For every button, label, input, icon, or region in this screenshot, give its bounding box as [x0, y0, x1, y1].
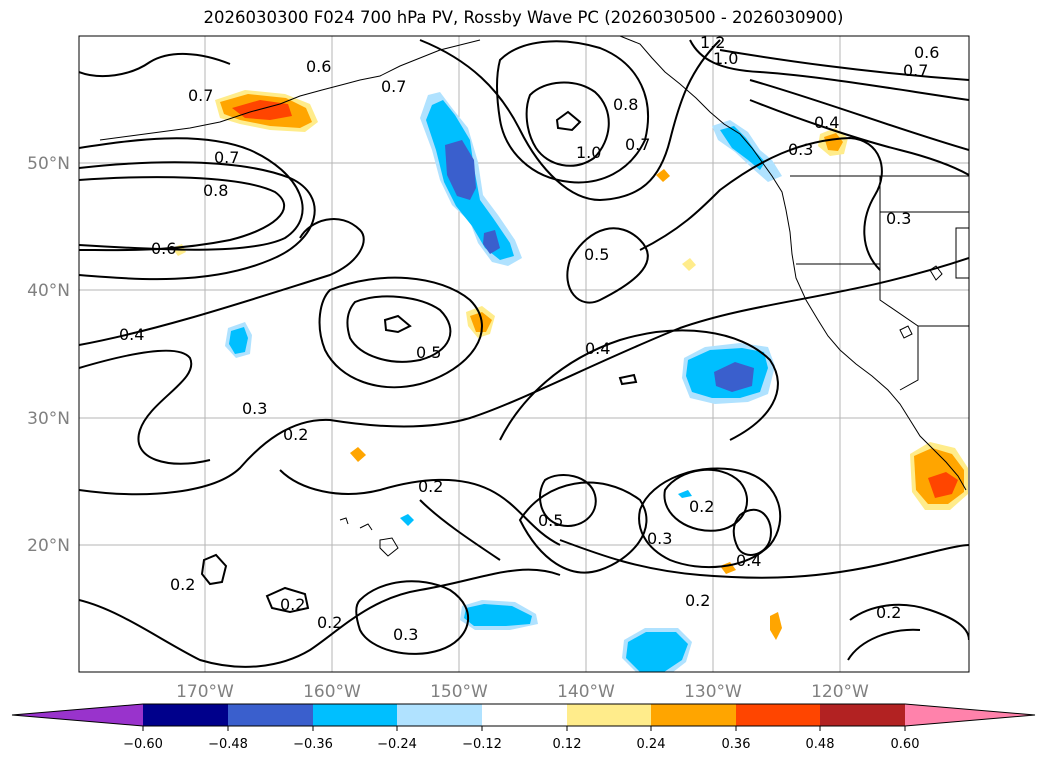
contour-label: 0.2 [418, 477, 443, 496]
contour-label: 0.7 [625, 135, 650, 154]
lat-label: 20°N [27, 536, 70, 556]
contour-label: 0.7 [188, 86, 213, 105]
contour-label: 0.4 [585, 339, 610, 358]
contour-label: 0.6 [306, 57, 331, 76]
contour-label: 0.3 [393, 625, 418, 644]
contour-label: 0.2 [685, 591, 710, 610]
colorbar-tick-label: 0.24 [637, 737, 666, 752]
contour-label: 0.2 [280, 595, 305, 614]
contour-label: 0.3 [647, 529, 672, 548]
contour-label: 0.7 [903, 61, 928, 80]
contour-label: 0.4 [814, 113, 839, 132]
colorbar-segment [143, 704, 228, 726]
map-title: 2026030300 F024 700 hPa PV, Rossby Wave … [203, 8, 844, 27]
colorbar-tick-label: −0.12 [462, 737, 502, 752]
colorbar-segment [567, 704, 651, 726]
lon-label: 160°W [303, 682, 361, 702]
contour-label: 0.5 [416, 343, 441, 362]
contour-label: 0.3 [788, 140, 813, 159]
contour-label: 0.5 [584, 245, 609, 264]
colorbar-extend-high [905, 704, 1035, 726]
colorbar-tick-label: −0.36 [293, 737, 333, 752]
lat-label: 30°N [27, 409, 70, 429]
colorbar-segment [651, 704, 736, 726]
colorbar-tick-label: 0.60 [891, 737, 920, 752]
colorbar-segment [228, 704, 313, 726]
contour-label: 1.2 [700, 33, 725, 52]
colorbar-tick-label: 0.12 [553, 737, 582, 752]
colorbar-segment [820, 704, 905, 726]
contour-label: 0.6 [151, 239, 176, 258]
lon-label: 140°W [557, 682, 615, 702]
colorbar-tick-label: 0.48 [806, 737, 835, 752]
positive-pc-shading [172, 90, 968, 640]
longitude-labels: 170°W 160°W 150°W 140°W 130°W 120°W [176, 682, 869, 702]
lon-label: 170°W [176, 682, 234, 702]
contour-label: 1.0 [576, 143, 601, 162]
contour-label: 0.3 [886, 209, 911, 228]
colorbar-tick-label: −0.24 [377, 737, 417, 752]
colorbar-segment [482, 704, 567, 726]
contour-label: 0.2 [170, 575, 195, 594]
contour-label: 0.5 [538, 511, 563, 530]
contour-label: 0.7 [214, 148, 239, 167]
colorbar-extend-low [12, 704, 143, 726]
lat-label: 40°N [27, 281, 70, 301]
lat-label: 50°N [27, 154, 70, 174]
contour-label: 0.2 [317, 613, 342, 632]
colorbar-tick-label: −0.60 [123, 737, 163, 752]
lon-label: 150°W [430, 682, 488, 702]
negative-pc-shading [225, 92, 782, 672]
contour-label: 0.3 [242, 399, 267, 418]
contour-label: 0.8 [613, 95, 638, 114]
contour-label: 0.7 [381, 77, 406, 96]
contour-label: 0.2 [689, 497, 714, 516]
contour-label: 1.0 [713, 49, 738, 68]
map-plot-area: 0.6 0.7 0.7 0.7 0.8 0.6 0.4 0.3 0.2 0.2 … [79, 33, 969, 672]
lon-label: 120°W [811, 682, 869, 702]
contour-label: 0.2 [876, 603, 901, 622]
colorbar-tick-label: 0.36 [722, 737, 751, 752]
latitude-labels: 50°N 40°N 30°N 20°N [27, 154, 70, 556]
pv-contours [79, 39, 969, 668]
contour-label: 0.4 [736, 551, 761, 570]
colorbar-segment [313, 704, 397, 726]
contour-label: 0.2 [283, 425, 308, 444]
contour-label: 0.8 [203, 181, 228, 200]
colorbar-tick-label: −0.48 [208, 737, 248, 752]
contour-label: 0.6 [914, 43, 939, 62]
lon-label: 130°W [684, 682, 742, 702]
contour-label: 0.4 [119, 325, 144, 344]
colorbar-segment [397, 704, 482, 726]
contour-label-group: 0.6 0.7 0.7 0.7 0.8 0.6 0.4 0.3 0.2 0.2 … [119, 33, 939, 644]
colorbar: −0.60 −0.48 −0.36 −0.24 −0.12 0.12 0.24 … [11, 703, 1036, 752]
map-frame [78, 35, 970, 673]
colorbar-segment [736, 704, 820, 726]
